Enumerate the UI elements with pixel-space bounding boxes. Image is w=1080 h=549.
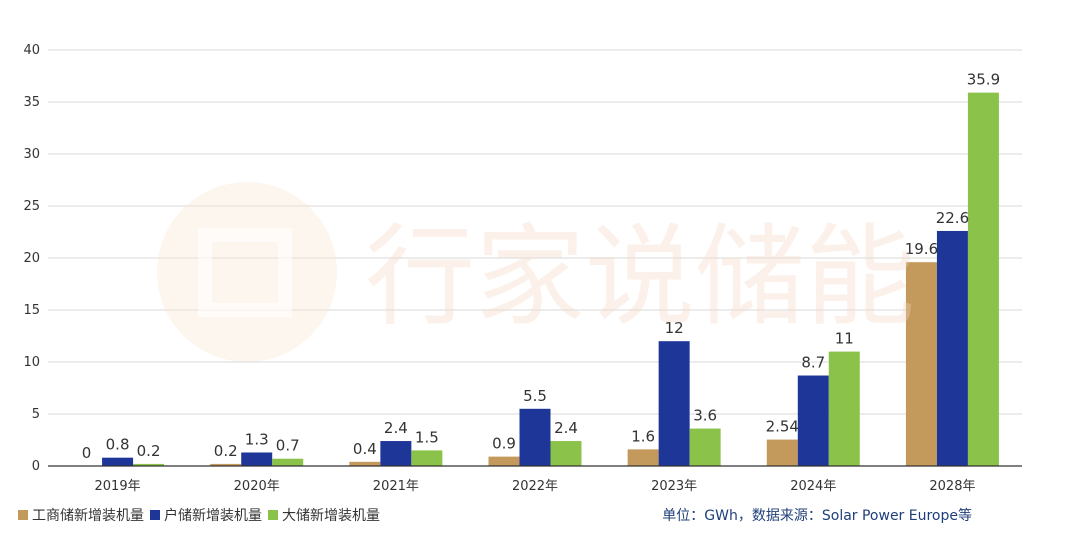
bar [828,351,860,466]
x-tick-label: 2024年 [790,479,836,494]
bar [550,441,582,466]
data-label: 0.7 [276,437,300,455]
gridlines [48,49,1022,415]
bar [627,449,659,466]
legend-item-utility: 大储新增装机量 [268,505,380,525]
data-label: 3.6 [693,407,717,425]
y-tick-label: 20 [23,251,40,266]
y-tick-label: 5 [32,407,40,422]
legend-label-residential: 户储新增装机量 [164,508,262,524]
legend-swatch-residential [150,510,160,520]
y-tick-label: 40 [23,43,40,58]
legend-item-residential: 户储新增装机量 [150,505,262,525]
data-label: 2.4 [384,419,408,437]
data-label: 11 [835,330,854,348]
bar [349,461,381,466]
bar [905,262,937,466]
x-tick-label: 2019年 [95,479,141,494]
bar [488,456,520,466]
data-label: 0 [82,444,92,462]
x-tick-label: 2028年 [929,479,975,494]
y-tick-label: 15 [23,303,40,318]
bar [102,457,134,466]
x-axis-ticks: 2019年 2020年 2021年 2022年 2023年 2024年 2028年 [95,479,976,494]
y-tick-label: 10 [23,355,40,370]
source-note: 单位：GWh，数据来源：Solar Power Europe等 [662,508,972,524]
data-label: 12 [665,319,684,337]
x-tick-label: 2023年 [651,479,697,494]
data-label: 22.6 [936,209,969,227]
data-label: 5.5 [523,387,547,405]
x-tick-label: 2021年 [373,479,419,494]
legend-label-commercial: 工商储新增装机量 [32,508,144,524]
bar [411,450,443,466]
bar [519,408,551,466]
data-label: 0.2 [214,442,238,460]
data-label: 1.6 [631,427,655,445]
bar [210,463,242,466]
y-tick-label: 0 [32,459,40,474]
bar [766,439,798,466]
bar-chart: 0 5 10 15 20 25 30 35 40 0 0.8 0.2 0.2 1.3 0.7 0.4 2.4 1… [23,43,1022,494]
bar [272,458,304,466]
data-label: 2.54 [766,418,799,436]
data-label: 19.6 [905,240,938,258]
legend: 工商储新增装机量 户储新增装机量 大储新增装机量 [18,505,386,525]
data-label: 0.2 [137,442,161,460]
legend-item-commercial: 工商储新增装机量 [18,505,144,525]
data-label: 1.5 [415,428,439,446]
bar [380,441,412,466]
data-label: 1.3 [245,430,269,448]
data-label: 8.7 [801,354,825,372]
legend-label-utility: 大储新增装机量 [282,508,380,524]
bar [241,452,273,466]
data-label: 35.9 [967,71,1000,89]
legend-swatch-commercial [18,510,28,520]
legend-swatch-utility [268,510,278,520]
x-tick-label: 2020年 [234,479,280,494]
bar [797,375,829,466]
y-tick-label: 25 [23,199,40,214]
y-tick-label: 30 [23,147,40,162]
data-label: 0.4 [353,440,377,458]
y-tick-label: 35 [23,95,40,110]
bar [658,341,690,466]
data-labels: 0 0.8 0.2 0.2 1.3 0.7 0.4 2.4 1.5 0.9 5.5 2.4 1.6 12 3… [82,71,1000,462]
bars [102,92,999,466]
bar [936,230,968,466]
y-axis-ticks: 0 5 10 15 20 25 30 35 40 [23,43,40,474]
bar [689,428,721,466]
bar [133,463,165,466]
x-tick-label: 2022年 [512,479,558,494]
data-label: 0.8 [106,436,130,454]
data-label: 2.4 [554,419,578,437]
data-label: 0.9 [492,435,516,453]
bar [967,92,999,466]
